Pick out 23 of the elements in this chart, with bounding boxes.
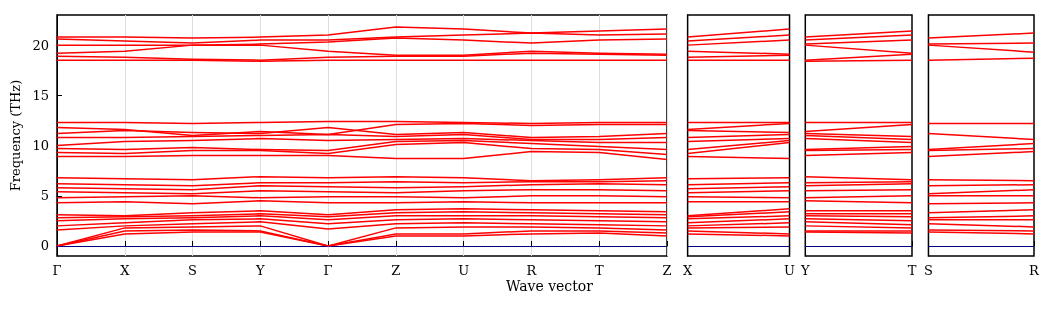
x-tick-label: Γ [323, 263, 333, 278]
x-tick-label: T [907, 263, 917, 278]
x-tick-label: X [682, 263, 693, 278]
x-tick-label: Γ [52, 263, 62, 278]
y-tick-label: 20 [32, 37, 49, 53]
y-tick-label: 10 [32, 138, 49, 154]
x-tick-label: Y [255, 263, 266, 278]
y-tick-label: 0 [40, 238, 49, 254]
x-tick-label: U [458, 263, 470, 278]
x-tick-label: Z [391, 263, 401, 278]
x-tick-label: Y [799, 263, 810, 278]
x-tick-label: T [594, 263, 604, 278]
x-tick-label: X [120, 263, 131, 278]
y-tick-label: 5 [40, 188, 49, 204]
y-tick-label: 15 [32, 87, 49, 103]
y-axis-title: Frequency (THz) [7, 79, 23, 192]
x-tick-label: S [188, 263, 198, 278]
x-tick-label: R [1029, 263, 1041, 278]
x-axis-title: Wave vector [506, 278, 594, 294]
x-tick-label: S [924, 263, 933, 278]
x-tick-label: U [784, 263, 796, 278]
x-tick-label: Z [662, 263, 672, 278]
x-tick-label: R [526, 263, 538, 278]
